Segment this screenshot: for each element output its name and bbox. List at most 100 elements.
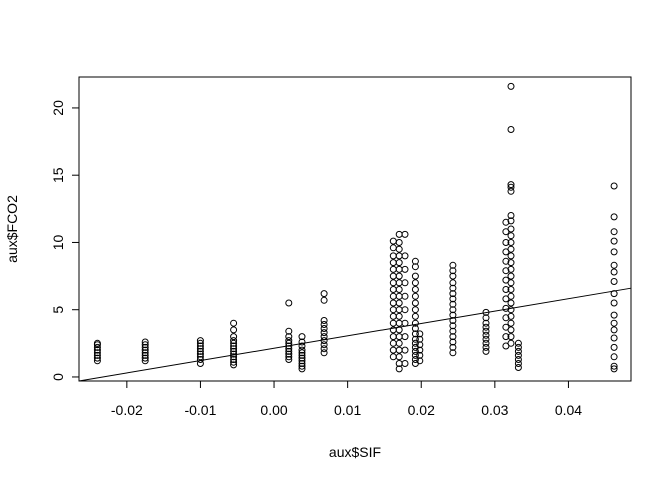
data-point (389, 286, 397, 293)
data-point (502, 267, 510, 275)
data-point (320, 341, 328, 349)
data-point (395, 259, 403, 267)
data-point (401, 292, 409, 300)
data-point (507, 126, 515, 133)
data-point (507, 272, 515, 280)
data-point (395, 230, 403, 238)
data-point (389, 339, 397, 347)
data-point (230, 358, 238, 366)
data-point (610, 343, 618, 351)
data-point (395, 306, 403, 314)
data-point (401, 360, 409, 367)
data-point (230, 347, 238, 355)
data-point (230, 333, 238, 341)
data-point (285, 337, 293, 345)
data-point (285, 350, 293, 358)
data-point (507, 183, 515, 191)
data-point (507, 326, 515, 334)
data-point (507, 312, 515, 320)
data-point (298, 354, 306, 362)
data-point (411, 339, 419, 347)
data-point (395, 292, 403, 300)
data-point (230, 345, 238, 353)
x-tick-label: -0.01 (184, 402, 216, 418)
data-point (230, 356, 238, 363)
data-point (610, 248, 618, 256)
data-point (395, 272, 403, 280)
data-point (320, 345, 328, 353)
data-point (507, 232, 515, 240)
y-tick-label: 15 (50, 167, 66, 183)
data-point (93, 349, 101, 357)
data-point (395, 252, 403, 260)
data-point (320, 296, 328, 304)
data-point (401, 319, 409, 327)
data-point (298, 351, 306, 359)
data-point (507, 299, 515, 307)
x-tick-label: 0.00 (260, 402, 287, 418)
data-point (507, 279, 515, 287)
data-point (395, 265, 403, 273)
data-point (610, 299, 618, 307)
data-point (389, 244, 397, 252)
data-point (416, 335, 424, 343)
data-point (401, 306, 409, 314)
data-point (411, 263, 419, 271)
data-point (449, 284, 457, 292)
data-point (141, 349, 149, 357)
data-point (93, 339, 101, 347)
data-point (389, 306, 397, 314)
data-point (411, 272, 419, 280)
data-point (285, 353, 293, 361)
data-point (610, 326, 618, 334)
data-point (230, 326, 238, 334)
data-point (514, 351, 522, 359)
data-point (482, 343, 490, 351)
data-point (482, 327, 490, 335)
data-point (411, 319, 419, 327)
data-point (514, 356, 522, 363)
y-axis-title: aux$FCO2 (4, 195, 20, 263)
x-tick-label: 0.03 (481, 402, 508, 418)
data-point (610, 311, 618, 319)
data-point (610, 261, 618, 269)
data-point (449, 333, 457, 341)
data-point (230, 353, 238, 361)
data-point (285, 347, 293, 355)
data-point (320, 317, 328, 324)
data-point (298, 357, 306, 365)
data-point (285, 339, 293, 347)
data-point (320, 290, 328, 298)
data-point (610, 362, 618, 370)
data-point (411, 286, 419, 293)
data-point (610, 365, 618, 373)
data-point (610, 278, 618, 285)
data-point (449, 261, 457, 269)
data-point (449, 300, 457, 308)
data-point (389, 353, 397, 361)
data-point (401, 279, 409, 287)
data-point (389, 299, 397, 307)
data-point (449, 267, 457, 275)
data-point (141, 341, 149, 349)
data-point (196, 350, 204, 358)
data-point (93, 357, 101, 365)
data-point (389, 292, 397, 300)
data-point (401, 265, 409, 273)
data-point (449, 338, 457, 346)
data-point (389, 312, 397, 320)
data-point (389, 272, 397, 280)
points-layer (93, 82, 618, 373)
data-point (482, 319, 490, 327)
x-tick-label: 0.04 (555, 402, 582, 418)
data-point (507, 181, 515, 189)
data-point (298, 349, 306, 357)
data-point (93, 346, 101, 354)
y-axis: 0 5 10 15 20 (50, 100, 80, 381)
data-point (449, 322, 457, 330)
data-point (416, 357, 424, 365)
data-point (141, 354, 149, 362)
data-point (449, 279, 457, 287)
data-point (285, 356, 293, 363)
